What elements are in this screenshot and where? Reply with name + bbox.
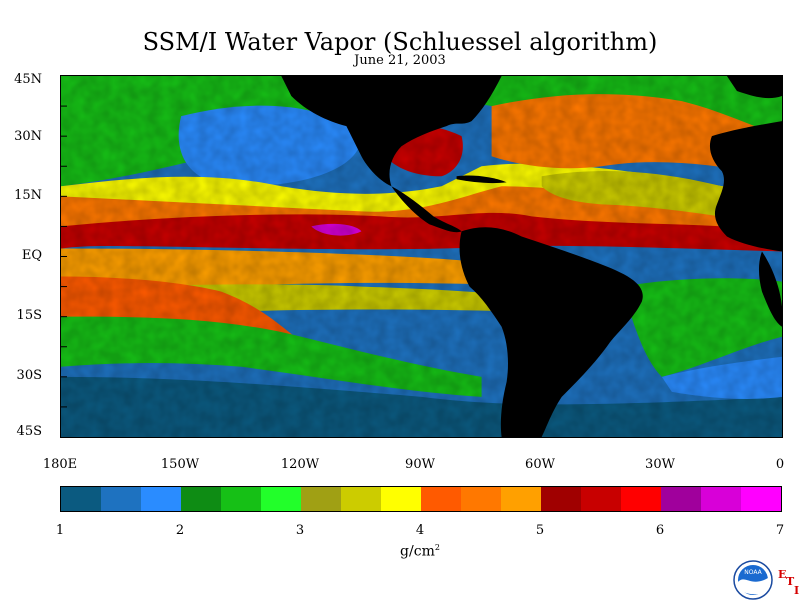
colorbar-swatch-14 (581, 487, 621, 511)
chart-subtitle: June 21, 2003 (354, 53, 446, 68)
logo-letter-i: I (794, 584, 800, 597)
lon-label-180e: 180E (42, 457, 78, 472)
noaa-logo-text: NOAA (744, 569, 762, 576)
colorbar-swatch-9 (381, 487, 421, 511)
logo-letter-e: E (778, 568, 787, 581)
chart-title: SSM/I Water Vapor (Schluessel algorithm) (142, 28, 658, 56)
colorbar-tick-6: 6 (655, 523, 665, 538)
colorbar-swatch-1 (61, 487, 101, 511)
colorbar-swatch-16 (661, 487, 701, 511)
colorbar-tick-7: 7 (775, 523, 785, 538)
lat-label-15s: 15S (16, 308, 42, 323)
lon-label-90w: 90W (405, 457, 435, 472)
colorbar-swatch-6 (261, 487, 301, 511)
colorbar-swatch-7 (301, 487, 341, 511)
lon-label-0: 0 (775, 457, 785, 472)
land-cuba (456, 175, 507, 184)
lon-label-150w: 150W (160, 457, 200, 472)
colorbar-swatch-5 (221, 487, 261, 511)
colorbar-tick-4: 4 (415, 523, 425, 538)
lon-label-30w: 30W (645, 457, 675, 472)
lat-label-eq: EQ (21, 248, 42, 263)
colorbar-swatch-3 (141, 487, 181, 511)
lon-label-60w: 60W (525, 457, 555, 472)
colorbar-swatch-8 (341, 487, 381, 511)
land-africa-south (758, 251, 782, 327)
colorbar-swatch-11 (461, 487, 501, 511)
colorbar-swatch-2 (101, 487, 141, 511)
colorbar-swatch-13 (541, 487, 581, 511)
lat-label-30s: 30S (16, 368, 42, 383)
lat-label-30n: 30N (14, 129, 42, 144)
colorbar-tick-3: 3 (295, 523, 305, 538)
land-south-america (459, 227, 643, 437)
map-tick-marks (61, 105, 68, 408)
colorbar-units: g/cm2 (400, 543, 440, 560)
lat-label-45n: 45N (14, 72, 42, 87)
colorbar-swatch-12 (501, 487, 541, 511)
noaa-logo-icon: NOAA (733, 560, 773, 600)
lat-label-45s: 45S (16, 424, 42, 439)
colorbar-tick-5: 5 (535, 523, 545, 538)
lon-label-120w: 120W (280, 457, 320, 472)
colorbar (60, 486, 782, 512)
land-europe-africa (709, 121, 782, 252)
land-central-america (391, 186, 462, 233)
logo-letter-t: T (786, 575, 795, 588)
colorbar-swatch-18 (741, 487, 781, 511)
land-north-africa-top (726, 76, 782, 99)
colorbar-swatch-17 (701, 487, 741, 511)
water-vapor-map (60, 75, 783, 438)
lat-label-15n: 15N (14, 188, 42, 203)
colorbar-swatch-10 (421, 487, 461, 511)
land-north-america (281, 76, 502, 187)
colorbar-tick-2: 2 (175, 523, 185, 538)
colorbar-swatch-15 (621, 487, 661, 511)
colorbar-swatch-4 (181, 487, 221, 511)
colorbar-tick-1: 1 (55, 523, 65, 538)
